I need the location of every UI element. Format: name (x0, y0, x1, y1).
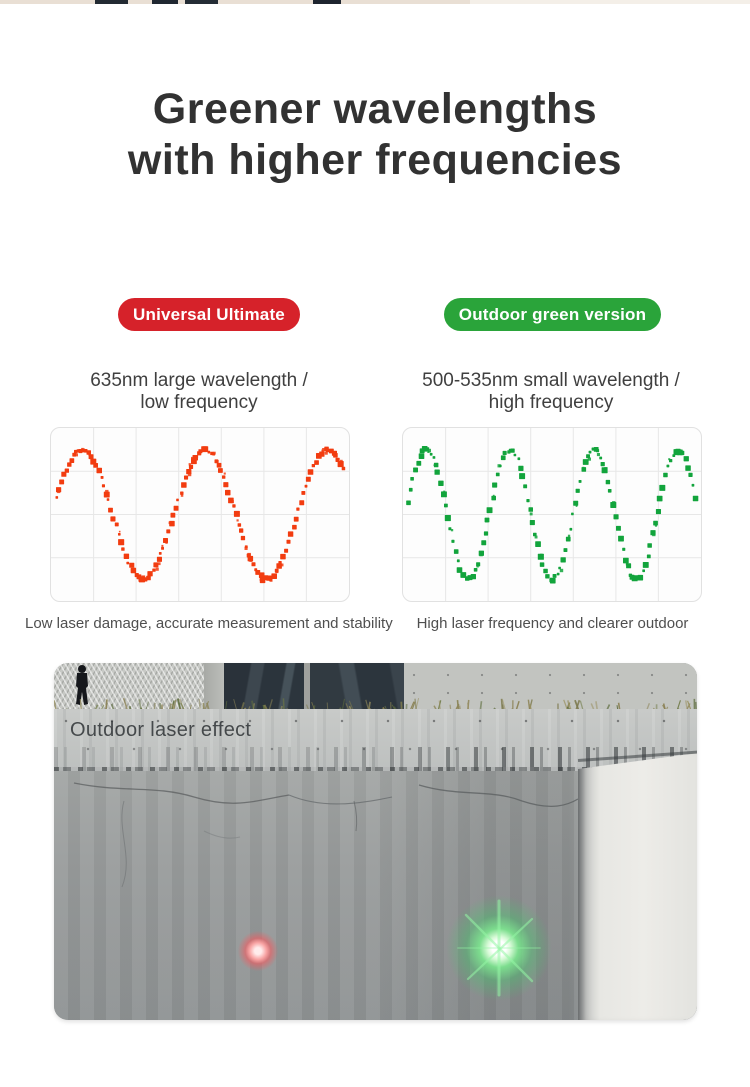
edge-fragment (95, 0, 128, 4)
right-chart-title: 500-535nm small wavelength / high freque… (402, 370, 700, 415)
edge-fragment (313, 0, 341, 4)
right-chart-title-line1: 500-535nm small wavelength / (422, 370, 680, 391)
left-chart-title: 635nm large wavelength / low frequency (50, 370, 348, 415)
green-laser-starburst (444, 893, 554, 1003)
edge-fragment (470, 0, 750, 4)
photo-label: Outdoor laser effect (70, 719, 252, 741)
glass-window (224, 663, 304, 709)
previous-section-edge (0, 0, 750, 4)
glass-window (310, 663, 404, 709)
badge-outdoor-green-version: Outdoor green version (444, 298, 661, 331)
pedestrian-silhouette (76, 665, 88, 705)
bright-corner-wall (578, 753, 697, 1020)
green-waveform-chart (402, 427, 702, 602)
left-chart-title-line2: low frequency (140, 392, 258, 414)
red-waveform-chart (50, 427, 350, 602)
upper-concrete-wall (404, 663, 697, 709)
right-chart-title-line2: high frequency (488, 392, 614, 414)
badge-universal-ultimate: Universal Ultimate (118, 298, 300, 331)
right-chart-caption: High laser frequency and clearer outdoor (416, 615, 689, 632)
left-chart-title-line1: 635nm large wavelength / (90, 370, 308, 391)
page-title-line1: Greener wavelengths (152, 85, 598, 133)
outdoor-laser-photo: Outdoor laser effect (54, 663, 697, 1020)
page-title: Greener wavelengths with higher frequenc… (0, 84, 750, 185)
wall-cracks (73, 782, 579, 888)
concrete-pillar (204, 663, 224, 709)
window-divider (304, 663, 310, 709)
edge-fragment (185, 0, 218, 4)
edge-fragment (152, 0, 178, 4)
left-chart-caption: Low laser damage, accurate measurement a… (25, 615, 393, 632)
green-waveform-plot (403, 428, 701, 601)
page-title-line2: with higher frequencies (127, 135, 623, 184)
red-laser-dot (238, 931, 278, 971)
red-waveform-plot (51, 428, 349, 601)
